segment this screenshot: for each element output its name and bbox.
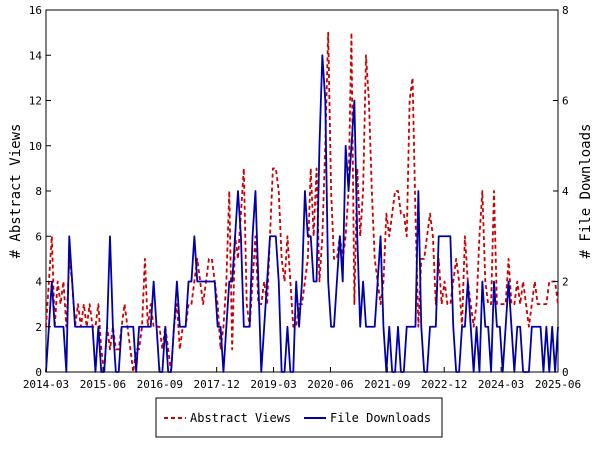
left-tick-label: 2 [35, 321, 42, 334]
right-tick-label: 8 [562, 4, 569, 17]
legend-label-file-downloads: File Downloads [330, 411, 431, 425]
x-tick-label: 2020-06 [307, 378, 353, 391]
series-line-abstract-views [45, 31, 559, 373]
legend-label-abstract-views: Abstract Views [190, 411, 291, 425]
right-axis: 0 2 4 6 8 [553, 4, 569, 379]
x-tick-label: 2014-03 [23, 378, 69, 391]
x-tick-label: 2015-06 [80, 378, 126, 391]
left-axis: 0 2 4 6 8 10 12 14 16 [29, 4, 51, 379]
left-tick-label: 6 [35, 230, 42, 243]
left-tick-label: 14 [29, 49, 43, 62]
left-tick-label: 4 [35, 276, 42, 289]
left-tick-label: 12 [29, 95, 42, 108]
right-tick-label: 6 [562, 95, 569, 108]
right-tick-label: 2 [562, 276, 569, 289]
legend: Abstract Views File Downloads [155, 397, 443, 438]
series-line-file-downloads [45, 54, 559, 373]
x-tick-label: 2021-09 [364, 378, 410, 391]
right-tick-label: 4 [562, 185, 569, 198]
x-axis: 2014-03 2015-06 2016-09 2017-12 2019-03 2020-… [23, 367, 581, 391]
x-tick-label: 2017-12 [193, 378, 239, 391]
x-tick-label: 2019-03 [250, 378, 296, 391]
x-tick-label: 2024-03 [478, 378, 524, 391]
right-tick-label: 0 [562, 366, 569, 379]
legend-box [155, 397, 443, 438]
x-tick-label: 2016-09 [137, 378, 183, 391]
right-axis-title: # File Downloads [578, 124, 594, 259]
series-layer [45, 31, 559, 373]
left-tick-label: 0 [35, 366, 42, 379]
left-tick-label: 16 [29, 4, 42, 17]
left-tick-label: 8 [35, 185, 42, 198]
x-tick-label: 2022-12 [421, 378, 467, 391]
left-axis-title: # Abstract Views [8, 124, 24, 259]
x-tick-label: 2025-06 [535, 378, 581, 391]
left-tick-label: 10 [29, 140, 42, 153]
